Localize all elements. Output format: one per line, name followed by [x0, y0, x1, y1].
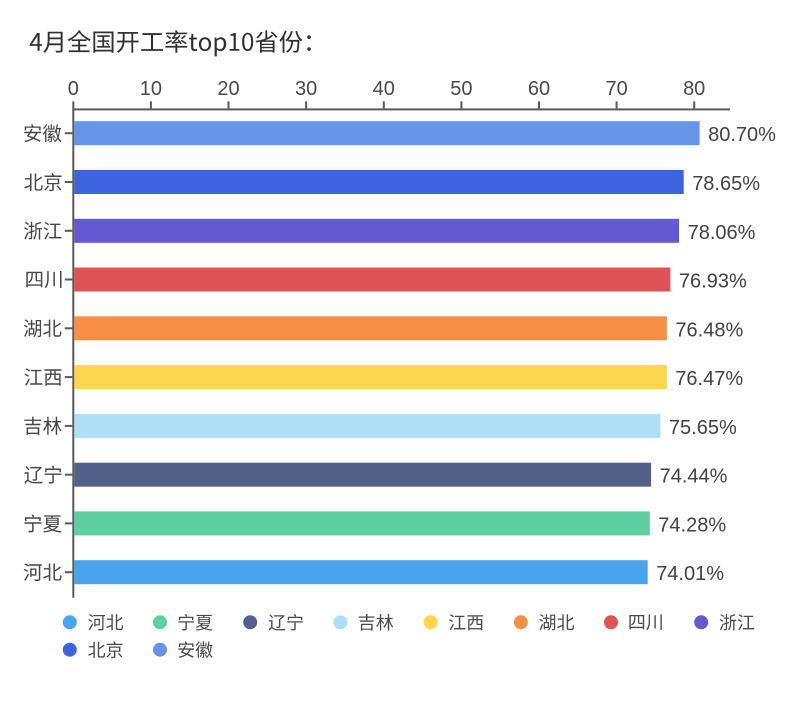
svg-text:76.93%: 76.93% [679, 271, 747, 293]
svg-text:74.28%: 74.28% [658, 514, 726, 536]
svg-text:74.44%: 74.44% [660, 466, 728, 488]
svg-text:30: 30 [295, 78, 317, 100]
svg-text:76.47%: 76.47% [675, 368, 743, 390]
svg-text:0: 0 [68, 78, 79, 100]
svg-text:78.65%: 78.65% [692, 173, 760, 195]
svg-text:70: 70 [605, 78, 627, 100]
svg-text:10: 10 [140, 78, 162, 100]
svg-text:78.06%: 78.06% [688, 222, 756, 244]
svg-text:74.01%: 74.01% [656, 563, 724, 585]
svg-text:75.65%: 75.65% [669, 417, 737, 439]
svg-text:80: 80 [683, 78, 705, 100]
svg-text:60: 60 [528, 78, 550, 100]
svg-text:76.48%: 76.48% [675, 319, 743, 341]
svg-text:50: 50 [450, 78, 472, 100]
svg-text:40: 40 [373, 78, 395, 100]
svg-text:20: 20 [217, 78, 239, 100]
svg-text:80.70%: 80.70% [708, 124, 776, 146]
